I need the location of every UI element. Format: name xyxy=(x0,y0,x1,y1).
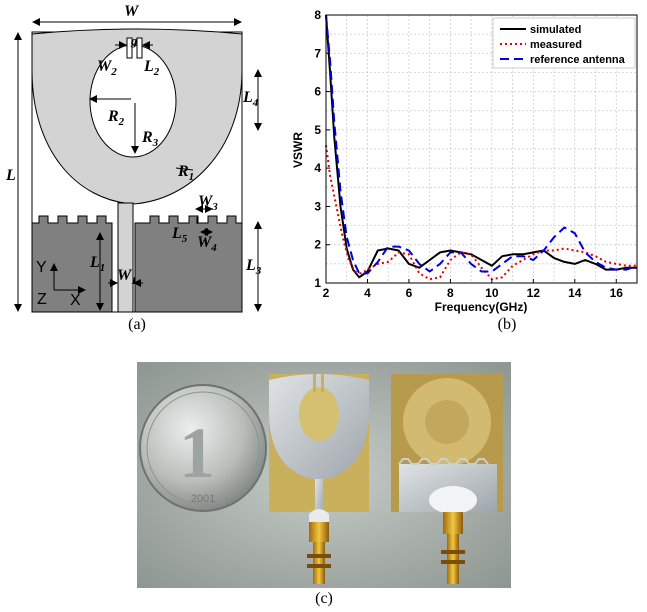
label-L1: L1 xyxy=(89,254,105,274)
label-g: g xyxy=(130,33,138,48)
x-axis-label: Frequency(GHz) xyxy=(435,300,528,314)
y-tick-label: 8 xyxy=(314,8,321,22)
series-line-reference-antenna xyxy=(325,14,638,275)
label-L: L xyxy=(5,167,16,184)
label-W2: W2 xyxy=(97,58,117,78)
label-W3: W3 xyxy=(198,193,218,213)
x-tick-label: 12 xyxy=(527,286,541,300)
y-tick-label: 7 xyxy=(314,46,321,60)
antenna-front xyxy=(269,374,369,584)
y-axis-label: VSWR xyxy=(291,132,305,168)
label-L3: L3 xyxy=(245,257,262,277)
y-tick-label: 6 xyxy=(314,85,321,99)
label-L4: L4 xyxy=(242,89,259,109)
legend-simulated: simulated xyxy=(530,24,581,36)
x-tick-label: 14 xyxy=(568,286,582,300)
axis-label-z: Z xyxy=(37,291,47,308)
slot-stub-left xyxy=(126,37,133,59)
legend-measured: measured xyxy=(530,39,582,51)
caption-a: (a) xyxy=(128,316,146,333)
antenna-geometry-diagram: W g W2 L2 L4 R2 R3 R1 L W3 L5 W4 L1 W1 L… xyxy=(5,3,262,313)
coin-year: 2001 xyxy=(191,493,215,505)
label-L2: L2 xyxy=(143,58,160,78)
x-tick-label: 8 xyxy=(447,286,454,300)
x-tick-label: 16 xyxy=(610,286,624,300)
slot-stub-right xyxy=(136,37,143,59)
coin-denomination: 1 xyxy=(179,413,215,493)
photo-illustration: 1 2001 xyxy=(137,362,511,588)
label-R2: R2 xyxy=(107,108,125,128)
fabricated-antenna-photo: 1 2001 xyxy=(137,362,511,588)
series-line-simulated xyxy=(325,14,637,279)
label-W: W xyxy=(124,3,140,20)
legend: simulated measured reference antenna xyxy=(492,17,636,69)
ground-plane xyxy=(31,215,113,313)
label-R3: R3 xyxy=(141,129,159,149)
x-tick-label: 10 xyxy=(485,286,499,300)
y-tick-label: 4 xyxy=(314,161,321,175)
x-tick-label: 2 xyxy=(323,286,330,300)
caption-c: (c) xyxy=(315,590,333,607)
y-tick-label: 1 xyxy=(314,276,321,290)
caption-b: (b) xyxy=(497,316,517,333)
legend-reference-antenna: reference antenna xyxy=(530,54,626,66)
ground-plane-right xyxy=(134,215,243,313)
plot-frame xyxy=(325,14,638,284)
label-W1: W1 xyxy=(117,267,137,287)
coin: 1 2001 xyxy=(139,384,267,512)
axis-label-x: X xyxy=(70,292,81,309)
feed-line xyxy=(117,202,134,313)
x-tick-label: 4 xyxy=(364,286,371,300)
antenna-back xyxy=(391,374,503,584)
axis-label-y: Y xyxy=(36,259,47,276)
x-tick-label: 6 xyxy=(406,286,413,300)
label-R1: R1 xyxy=(177,163,194,183)
y-tick-label: 2 xyxy=(314,238,321,252)
label-L5: L5 xyxy=(171,225,188,245)
label-W4: W4 xyxy=(197,234,217,254)
y-tick-label: 3 xyxy=(314,199,321,213)
y-tick-label: 5 xyxy=(314,123,321,137)
